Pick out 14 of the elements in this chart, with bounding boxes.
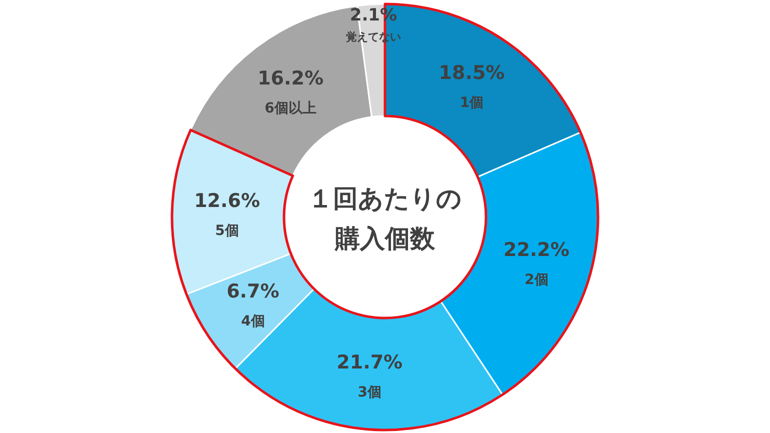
data-label: 16.2% xyxy=(258,67,324,90)
data-label: 22.2% xyxy=(503,239,570,262)
slice-label: 覚えてない xyxy=(346,30,401,44)
data-label: 21.7% xyxy=(336,351,403,374)
slice-label: 2個 xyxy=(524,272,548,288)
data-label: 18.5% xyxy=(438,62,505,84)
data-label: 12.6% xyxy=(194,190,260,212)
slice-label: 5個 xyxy=(215,223,239,240)
slice-label: 4個 xyxy=(241,314,265,330)
data-label: 6.7% xyxy=(226,280,280,303)
slice-label: 1個 xyxy=(460,94,484,111)
slice-label: 6個以上 xyxy=(264,100,316,116)
text: １回あたりの購入個数 xyxy=(308,184,462,253)
slice-label: 3個 xyxy=(358,384,382,400)
